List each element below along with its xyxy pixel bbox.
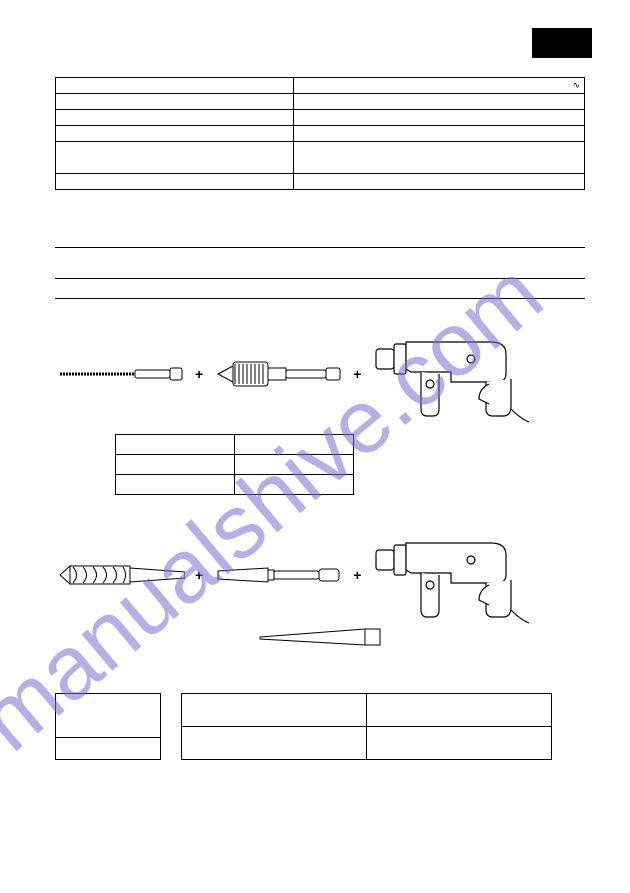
table-row	[116, 455, 354, 475]
table-row: ∿	[56, 78, 585, 94]
table-row	[56, 142, 585, 174]
plus-icon: +	[195, 366, 203, 382]
tool-combo-row-1: + +	[55, 324, 585, 424]
ac-symbol-icon: ∿	[572, 80, 580, 91]
plus-icon: +	[353, 567, 361, 583]
table-row	[56, 94, 585, 110]
adapter-size-table	[115, 434, 354, 495]
table-row	[182, 727, 552, 760]
tool-combo-row-2: + +	[55, 525, 585, 625]
wedge-icon	[255, 625, 385, 650]
table-row	[116, 435, 354, 455]
table-row	[56, 738, 161, 760]
plus-icon: +	[195, 567, 203, 583]
drill-size-table	[55, 693, 161, 760]
table-row	[56, 126, 585, 142]
wedge-row	[255, 625, 585, 653]
bottom-tables	[55, 693, 585, 760]
table-row	[182, 694, 552, 727]
plus-icon: +	[353, 366, 361, 382]
section-standard-accessories	[55, 220, 585, 260]
spec-table: ∿	[55, 77, 585, 190]
rotary-hammer-icon	[371, 525, 531, 625]
twist-drill-icon	[55, 558, 185, 593]
drill-bit-icon	[55, 359, 185, 389]
taper-shank-icon	[213, 560, 343, 590]
section-optional-accessories: + +	[55, 278, 585, 760]
table-row	[116, 475, 354, 495]
table-row	[56, 174, 585, 190]
table-row	[56, 694, 161, 738]
table-row	[56, 110, 585, 126]
shank-adapter-table	[181, 693, 552, 760]
section-specifications: ∿	[55, 60, 585, 190]
rotary-hammer-icon	[371, 324, 531, 424]
chuck-adapter-icon	[213, 354, 343, 394]
